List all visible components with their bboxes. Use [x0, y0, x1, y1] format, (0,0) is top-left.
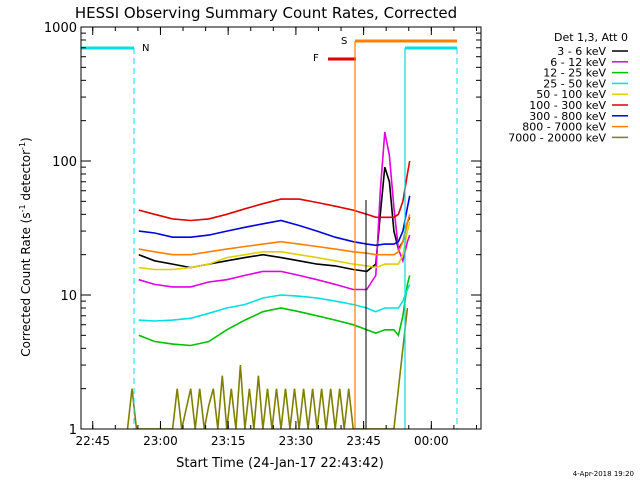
series-line-2	[138, 275, 411, 347]
legend-label-8: 7000 - 20000 keV	[508, 131, 606, 144]
legend-label-0: 3 - 6 keV	[557, 45, 606, 58]
legend-label-1: 6 - 12 keV	[550, 56, 606, 69]
y-tick-label-0: 1	[69, 423, 77, 438]
x-tick-label-2: 23:15	[211, 434, 246, 448]
legend-label-6: 300 - 800 keV	[529, 110, 606, 123]
series-line-7	[138, 214, 411, 256]
legend-label-2: 12 - 25 keV	[543, 67, 606, 80]
series-line-3	[138, 284, 411, 322]
x-tick-label-4: 23:45	[346, 434, 381, 448]
legend-label-7: 800 - 7000 keV	[522, 121, 606, 134]
x-axis-label: Start Time (24-Jan-17 22:43:42)	[176, 456, 384, 471]
series-line-5	[138, 160, 411, 222]
series-line-4	[138, 221, 411, 271]
y-axis-label: Corrected Count Rate (s-1 detector-1)	[18, 137, 33, 356]
legend-header: Det 1,3, Att 0	[554, 31, 628, 44]
night-flag-label: N	[142, 43, 149, 54]
timestamp: 4-Apr-2018 19:20	[573, 470, 634, 478]
y-tick-label-2: 100	[52, 155, 77, 170]
legend-label-3: 25 - 50 keV	[543, 77, 606, 90]
series-line-8	[126, 307, 409, 429]
series-line-6	[138, 195, 411, 247]
x-tick-label-3: 23:30	[279, 434, 314, 448]
x-tick-label-5: 00:00	[414, 434, 449, 448]
legend-label-4: 50 - 100 keV	[536, 88, 606, 101]
chart-title: HESSI Observing Summary Count Rates, Cor…	[75, 4, 457, 22]
x-tick-label-0: 22:45	[75, 434, 110, 448]
flare-flag-label: F	[313, 53, 319, 64]
y-tick-label-1: 10	[60, 289, 77, 304]
y-tick-label-3: 1000	[44, 21, 77, 36]
plot-frame	[80, 26, 482, 430]
series-line-1	[138, 131, 411, 291]
x-tick-label-1: 23:00	[143, 434, 178, 448]
series-group	[126, 131, 411, 429]
legend-label-5: 100 - 300 keV	[529, 99, 606, 112]
saa-flag-label: S	[341, 36, 347, 47]
